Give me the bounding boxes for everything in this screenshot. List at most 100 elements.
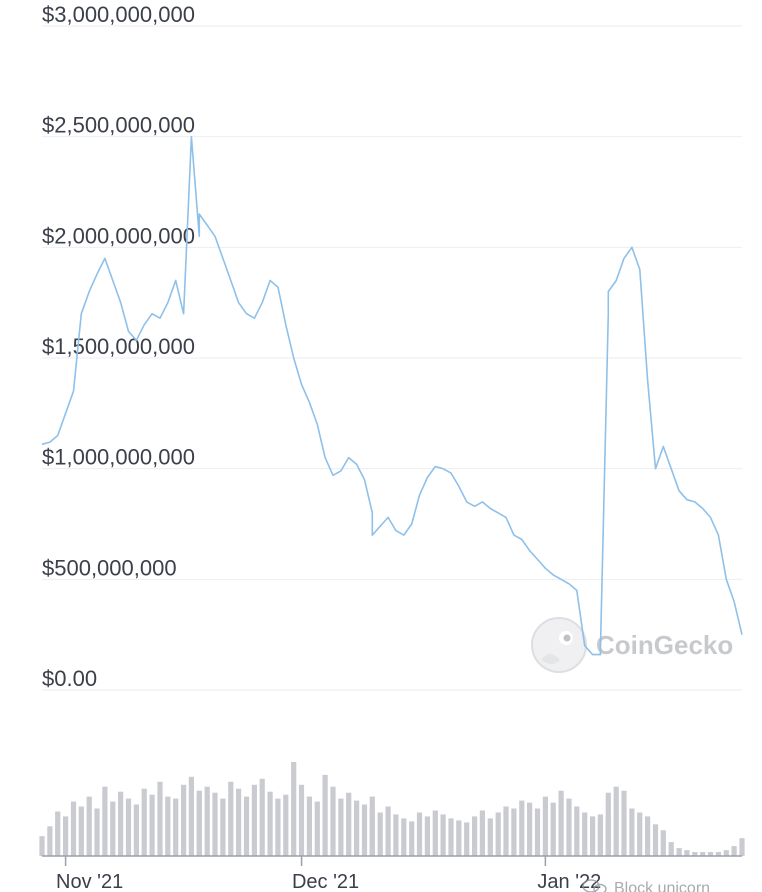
volume-bar [110,801,116,856]
volume-bar [338,798,344,856]
volume-bar [448,818,454,856]
y-tick-label: $3,000,000,000 [42,2,195,27]
volume-bar [157,781,163,856]
volume-bar [220,798,226,856]
volume-bar [652,824,659,856]
volume-bars [39,762,745,856]
volume-bar [251,784,257,856]
volume-bar [715,852,721,856]
volume-bar [204,786,210,856]
volume-bar [432,810,438,856]
volume-bar [118,791,124,856]
volume-bar [47,826,53,856]
volume-bar [511,808,517,856]
volume-bar [416,812,423,856]
volume-bar [181,784,187,856]
volume-bar [597,818,603,856]
volume-bar [55,811,61,856]
volume-bar [275,798,281,856]
volume-bar [322,774,328,856]
volume-bar [731,846,737,856]
volume-bar [291,762,297,856]
volume-bar [369,808,375,856]
volume-bar [212,792,218,856]
volume-bar [267,791,273,856]
gecko-logo-icon [531,617,587,673]
watermark-text: CoinGecko [596,630,733,660]
volume-bar [479,810,485,856]
y-tick-label: $500,000,000 [42,555,177,580]
volume-bar [94,808,100,856]
x-axis-ticks [64,856,547,866]
volume-bar [314,801,320,856]
volume-bar [684,850,690,856]
volume-bar [534,808,541,856]
volume-bar [692,852,698,856]
volume-bar [629,808,635,856]
volume-bar [519,800,525,856]
volume-bar [637,812,643,856]
volume-bar [165,796,171,856]
volume-bar [196,794,202,856]
volume-bar [283,794,289,856]
volume-bar [401,818,407,856]
volume-bar [645,816,651,856]
volume-bar [330,786,336,856]
volume-bar [298,784,305,856]
volume-bar [141,788,147,856]
y-tick-label: $2,500,000,000 [42,113,195,138]
volume-bar [472,816,478,856]
volume-bar [605,792,611,856]
volume-bar [676,848,682,856]
volume-bar [63,816,69,856]
volume-bar [668,842,674,856]
volume-bar [440,814,446,856]
volume-bar [464,822,470,856]
volume-bar [582,812,588,856]
volume-bar [621,790,627,856]
footer-text: Block unicorn [614,880,710,892]
wechat-icon [582,879,607,892]
volume-bar [173,798,179,856]
volume-bar [78,806,84,856]
volume-bar [590,816,596,856]
volume-bar [739,838,745,856]
x-tick-label: Nov '21 [56,871,123,892]
volume-bar [346,792,352,856]
volume-bar [243,796,250,856]
footer-credit: Block unicorn [582,879,710,892]
volume-bar [393,814,399,856]
y-tick-label: $0.00 [42,666,97,691]
volume-bar [542,796,548,856]
volume-bar [354,800,360,856]
x-axis-tick-labels: Nov '21 Dec '21 Jan '22 [56,871,601,892]
y-tick-label: $2,000,000,000 [42,223,195,248]
volume-bar [361,804,368,856]
volume-bar [228,781,234,856]
volume-bar [558,790,564,856]
x-tick-label: Dec '21 [292,871,359,892]
volume-bar [550,802,556,856]
volume-bar [660,830,666,856]
y-axis-tick-labels: $3,000,000,000 $2,500,000,000 $2,000,000… [42,2,195,691]
volume-bar [487,818,493,856]
x-tick-label: Jan '22 [537,871,601,892]
volume-bar [503,806,509,856]
volume-bar [70,801,77,856]
volume-bar [409,821,415,856]
volume-bar [527,802,533,856]
volume-bar [149,794,155,856]
volume-bar [236,788,242,856]
volume-bar [707,852,714,856]
volume-bar [574,806,580,856]
price-line [41,135,743,656]
volume-bar [566,798,572,856]
volume-bar [125,798,132,856]
volume-bar [495,812,501,856]
volume-bar [377,812,383,856]
volume-bar [700,852,706,856]
y-tick-label: $1,000,000,000 [42,445,195,470]
volume-bar [102,786,108,856]
volume-bar [385,806,391,856]
